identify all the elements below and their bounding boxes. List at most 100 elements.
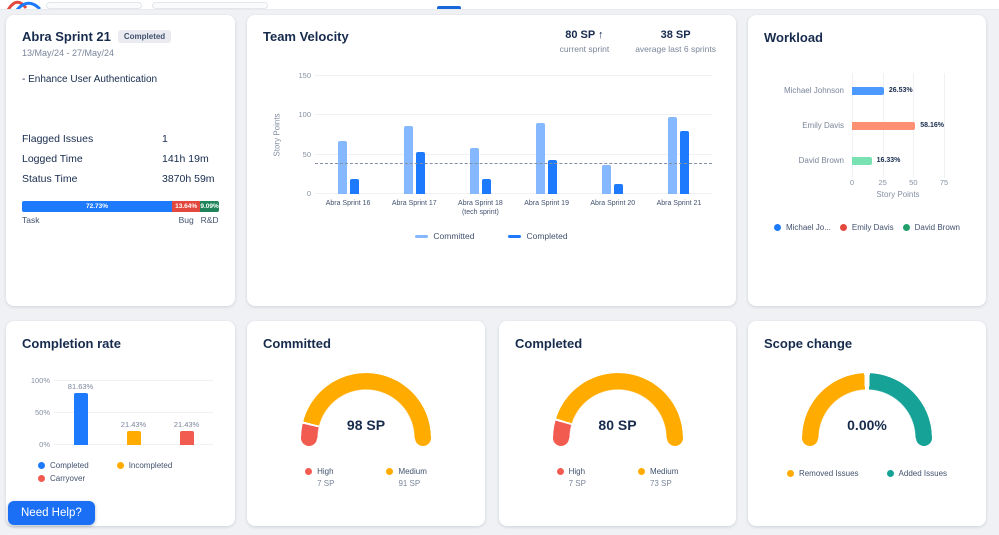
gauge-clip xyxy=(301,373,431,438)
legend-item[interactable]: David Brown xyxy=(902,223,961,232)
gauge-cap-right xyxy=(415,430,431,446)
legend-dot xyxy=(38,475,45,482)
sprint-date-range: 13/May/24 - 27/May/24 xyxy=(22,48,115,58)
y-tick-label: 100 xyxy=(298,110,311,120)
x-tick-label: 25 xyxy=(878,178,887,187)
stat-value: 141h 19m xyxy=(162,153,209,165)
gridline xyxy=(54,412,213,413)
legend-label: David Brown xyxy=(914,223,961,232)
completed-card: Completed 80 SP High 7 SP Medium 73 SP xyxy=(499,321,736,526)
gridline xyxy=(54,380,213,381)
average-line xyxy=(315,163,712,165)
card-title: Completed xyxy=(515,336,583,351)
legend-item-completed[interactable]: Completed xyxy=(508,231,568,242)
sprint-status-badge: Completed xyxy=(117,30,172,43)
card-title: Team Velocity xyxy=(263,29,349,44)
stat-label: Status Time xyxy=(22,173,78,185)
bar-group xyxy=(315,76,381,194)
velocity-stats: 80 SP ↑ current sprint 38 SP average las… xyxy=(560,29,716,54)
bar-groups xyxy=(315,76,712,194)
legend-dot xyxy=(305,468,313,475)
completed-bar xyxy=(614,183,624,194)
workload-bar xyxy=(852,121,916,130)
stat-status-time: Status Time 3870h 59m xyxy=(22,173,219,185)
distribution-segment: 13.64% xyxy=(172,201,201,212)
committed-bar xyxy=(536,123,546,194)
card-title: Committed xyxy=(263,336,331,351)
completed-gauge: 80 SP xyxy=(552,373,683,449)
legend-item[interactable]: Medium 91 SP xyxy=(386,467,427,488)
legend-item[interactable]: Carryover xyxy=(38,474,89,483)
x-category-label: Abra Sprint 19 xyxy=(524,200,569,207)
stat-logged-time: Logged Time 141h 19m xyxy=(22,153,219,165)
x-category-label: Abra Sprint 17 xyxy=(391,200,437,207)
legend-value: 7 SP xyxy=(317,479,335,488)
y-tick-label: 0% xyxy=(39,440,50,449)
legend-item[interactable]: High 7 SP xyxy=(556,467,586,488)
velocity-chart: Story Points 0 50 100 150 xyxy=(273,71,712,198)
legend-item-committed[interactable]: Committed xyxy=(415,231,474,241)
legend-item[interactable]: Completed xyxy=(38,461,89,470)
legend-item[interactable]: Added Issues xyxy=(886,469,948,478)
issue-distribution-labels: Task Bug R&D xyxy=(22,215,219,225)
legend-marker xyxy=(508,234,522,238)
gridline xyxy=(944,73,945,178)
person-name: Emily Davis xyxy=(802,121,844,130)
toolbar-control[interactable] xyxy=(152,2,268,9)
legend-row: High xyxy=(556,467,586,476)
gauge-value: 80 SP xyxy=(598,417,637,433)
gauge-cap-left xyxy=(301,430,317,446)
legend-item[interactable]: Removed Issues xyxy=(786,469,859,478)
gauge-value: 98 SP xyxy=(346,417,386,433)
completed-bar xyxy=(680,131,690,194)
legend-row: Removed Issues xyxy=(786,469,859,478)
legend-dot xyxy=(116,462,124,469)
workload-xticks: 0 25 50 75 xyxy=(849,178,948,188)
percent-label: 16.33% xyxy=(876,157,901,164)
bar-group: 21.43% xyxy=(107,381,160,445)
y-axis-title: Story Points xyxy=(272,113,282,157)
x-category-label: Abra Sprint 21 xyxy=(656,200,702,207)
legend-item[interactable]: Incompleted xyxy=(116,461,172,470)
committed-gauge: 98 SP xyxy=(301,373,431,449)
legend-label: Michael Jo... xyxy=(785,223,831,232)
legend-item[interactable]: Medium 73 SP xyxy=(637,467,679,488)
scope-change-card: Scope change 0.00% Removed Issues Added I… xyxy=(748,321,986,526)
legend-label: Completed xyxy=(526,231,568,242)
gauge-cap-right xyxy=(666,430,683,446)
current-sprint-value: 80 SP ↑ xyxy=(565,29,604,41)
stat-value: 3870h 59m xyxy=(162,173,215,185)
x-tick-label: 0 xyxy=(849,178,855,187)
completed-bar xyxy=(349,179,359,194)
legend-label: Committed xyxy=(433,231,475,242)
legend-dot xyxy=(886,470,894,477)
y-tick-label: 50% xyxy=(34,408,50,417)
gauge-value: 0.00% xyxy=(847,417,887,433)
need-help-button[interactable]: Need Help? xyxy=(8,501,95,525)
x-axis-title: Story Points xyxy=(876,190,920,199)
gridline xyxy=(315,75,712,76)
legend-label: Added Issues xyxy=(898,469,948,478)
workload-row: David Brown 16.33% xyxy=(799,143,944,178)
person-name: David Brown xyxy=(798,156,844,165)
stat-label: Flagged Issues xyxy=(22,133,94,145)
y-tick-label: 100% xyxy=(30,376,50,385)
toolbar-control[interactable] xyxy=(46,2,142,9)
legend-item[interactable]: Michael Jo... xyxy=(773,223,831,232)
y-tick-label: 150 xyxy=(298,71,311,80)
committed-card: Committed 98 SP High 7 SP Medium 91 SP xyxy=(247,321,485,526)
value-label: 21.43% xyxy=(173,420,200,430)
bar-wrap: 21.43% xyxy=(121,420,146,445)
legend-row: Medium xyxy=(386,467,427,476)
legend-value: 73 SP xyxy=(649,479,672,488)
legend-label: Completed xyxy=(50,461,89,470)
sprint-stats: Flagged Issues 1 Logged Time 141h 19m St… xyxy=(22,133,219,185)
legend-label: Medium xyxy=(649,467,679,476)
workload-card: Workload Michael Johnson 26.53% Emily Davi… xyxy=(748,15,986,306)
legend-item[interactable]: High 7 SP xyxy=(305,467,334,488)
completion-legend: Completed Incompleted Carryover xyxy=(38,461,219,483)
bar-group xyxy=(381,76,447,194)
workload-bar xyxy=(852,86,884,95)
person-name: Michael Johnson xyxy=(783,86,844,95)
legend-item[interactable]: Emily Davis xyxy=(839,223,894,232)
